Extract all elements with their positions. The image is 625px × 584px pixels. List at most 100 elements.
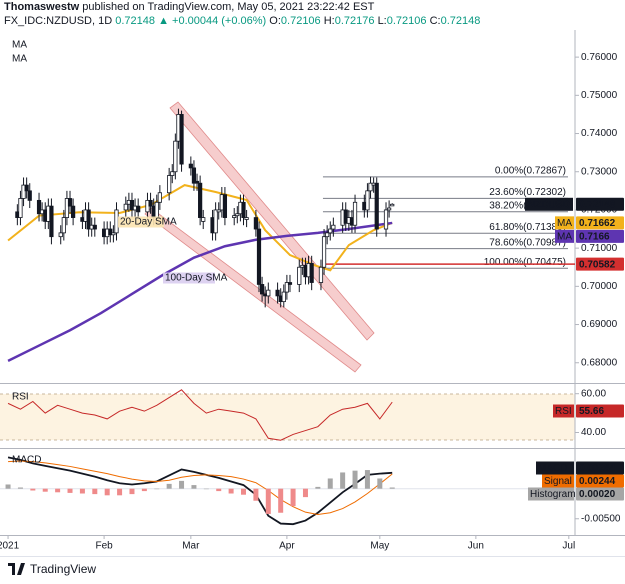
histogram-bar xyxy=(216,488,222,492)
fib-label: 78.60%(0.70987) xyxy=(489,237,566,248)
macd-tag-box xyxy=(542,474,574,488)
quote-value: 0.72106 xyxy=(386,15,427,27)
x-tick-label: Jun xyxy=(468,541,484,552)
moving-average xyxy=(7,221,393,362)
candle-body xyxy=(343,209,348,224)
histogram-bar xyxy=(352,470,358,489)
candle-body xyxy=(387,207,392,211)
candle-body xyxy=(284,282,289,293)
candle-body xyxy=(157,192,162,203)
fib-label: 23.60%(0.72302) xyxy=(489,187,566,198)
candle-body xyxy=(18,198,23,218)
candle-body xyxy=(297,266,302,285)
candle-body xyxy=(92,224,97,230)
ma-label-box xyxy=(576,216,624,230)
macd-label: 0.00264 xyxy=(579,463,616,474)
rsi-line xyxy=(7,389,393,441)
macd-tag: MACD xyxy=(538,463,567,474)
macd-label: 0.00020 xyxy=(579,489,616,500)
candle-body xyxy=(67,198,73,207)
histogram-bar xyxy=(166,483,172,489)
candle-body xyxy=(281,291,286,303)
candle-body xyxy=(331,224,336,230)
histogram-bar xyxy=(302,488,308,498)
candle-body xyxy=(309,263,314,283)
histogram-bar xyxy=(265,488,271,514)
candle-body xyxy=(58,232,63,238)
annotation-box xyxy=(118,216,164,228)
histogram-bar xyxy=(117,488,123,496)
histogram-bar xyxy=(30,488,36,491)
histogram-bar xyxy=(179,480,185,489)
legend-entry: MA xyxy=(12,40,27,51)
quote-value: 0.72176 xyxy=(334,15,375,27)
rsi-label-box xyxy=(576,404,624,418)
candle-body xyxy=(275,289,280,297)
y-tick-label: -0.00500 xyxy=(581,513,621,524)
histogram-bar xyxy=(79,488,85,494)
candle-body xyxy=(179,114,184,165)
x-tick-label: 2021 xyxy=(0,541,20,552)
y-tick-label: 40.00 xyxy=(581,427,606,438)
hline-label-box xyxy=(576,257,624,271)
x-tick-label: Mar xyxy=(182,541,200,552)
quote-label: H: xyxy=(323,15,335,27)
author: Thomaswestw xyxy=(4,1,80,13)
histogram-bar xyxy=(290,488,296,507)
ma-tag: MA xyxy=(557,231,572,242)
macd-label-box xyxy=(576,474,624,488)
fib-label: 100.00%(0.70475) xyxy=(484,257,566,268)
quote-label: C: xyxy=(429,15,441,27)
symbol: FX_IDC:NZDUSD, 1D xyxy=(4,15,113,27)
ma-label: 0.7166 xyxy=(579,231,610,242)
histogram-bar xyxy=(191,485,197,489)
histogram-bar xyxy=(340,472,346,489)
published: published on TradingView.com, May 05, 20… xyxy=(82,1,375,13)
histogram-bar xyxy=(389,487,395,489)
candle-body xyxy=(232,215,237,218)
symbol-box xyxy=(525,197,573,211)
candle-body xyxy=(352,201,358,226)
rsi-tag: RSI xyxy=(555,406,572,417)
histogram-bar xyxy=(42,488,48,492)
symbol-label: NZDUSD xyxy=(528,199,570,210)
annotation-box xyxy=(163,272,215,284)
candle-body xyxy=(198,182,203,218)
price-label-box xyxy=(576,197,624,211)
annotation: 100-Day SMA xyxy=(165,273,228,284)
candle-body xyxy=(191,167,197,184)
candle-body xyxy=(241,201,246,218)
price-label: 0.72148 xyxy=(579,199,616,210)
candle-body xyxy=(287,282,293,285)
candle-body xyxy=(365,190,370,211)
footer-brand: TradingView xyxy=(30,562,97,576)
quote-label: O: xyxy=(269,15,281,27)
rsi-tag-box xyxy=(553,404,574,418)
candle-body xyxy=(194,180,200,184)
y-tick-label: 0.69000 xyxy=(581,319,618,330)
macd-line xyxy=(7,456,393,526)
rsi-band xyxy=(0,394,575,440)
candle-body xyxy=(148,199,153,207)
histogram-bar xyxy=(364,470,370,489)
ma-label-box xyxy=(576,229,624,243)
candle-body xyxy=(325,232,330,238)
candle-body xyxy=(188,163,193,169)
candle-body xyxy=(49,205,54,238)
legend-entry: MA xyxy=(12,54,27,65)
x-tick-label: Apr xyxy=(279,541,295,552)
candle-body xyxy=(235,213,240,217)
fib-label: 61.80%(0.71389) xyxy=(489,222,566,233)
rsi-label: 55.66 xyxy=(579,406,604,417)
candle-body xyxy=(71,205,76,218)
candle-body xyxy=(36,199,42,215)
candle-body xyxy=(64,198,70,218)
candle-body xyxy=(259,284,265,295)
quote-label: L: xyxy=(377,15,387,27)
candle-body xyxy=(368,182,373,192)
hline-label: 0.70582 xyxy=(579,259,616,270)
candle-body xyxy=(321,236,327,268)
y-tick-label: 0.70000 xyxy=(581,281,618,292)
candle-body xyxy=(256,228,262,285)
quote-value: 0.72106 xyxy=(280,15,321,27)
